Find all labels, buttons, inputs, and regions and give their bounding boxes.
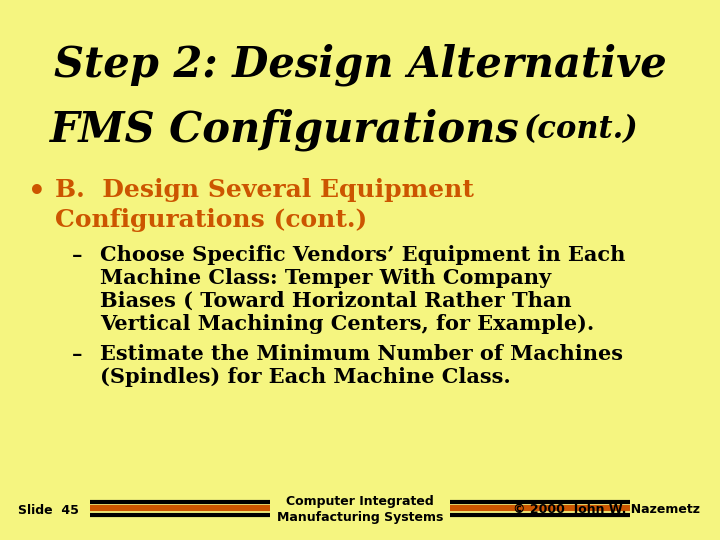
Text: Biases ( Toward Horizontal Rather Than: Biases ( Toward Horizontal Rather Than [100, 291, 572, 311]
Text: Manufacturing Systems: Manufacturing Systems [276, 511, 444, 524]
Text: Slide  45: Slide 45 [18, 503, 79, 516]
Text: © 2000  John W. Nazemetz: © 2000 John W. Nazemetz [513, 503, 700, 516]
Text: FMS Configurations: FMS Configurations [50, 109, 520, 151]
Text: Choose Specific Vendors’ Equipment in Each: Choose Specific Vendors’ Equipment in Ea… [100, 245, 626, 265]
Text: –: – [72, 344, 83, 364]
Text: Computer Integrated: Computer Integrated [286, 496, 434, 509]
Text: Machine Class: Temper With Company: Machine Class: Temper With Company [100, 268, 551, 288]
Text: •: • [28, 179, 46, 206]
Text: Vertical Machining Centers, for Example).: Vertical Machining Centers, for Example)… [100, 314, 594, 334]
Text: Configurations (cont.): Configurations (cont.) [55, 208, 367, 232]
Text: B.  Design Several Equipment: B. Design Several Equipment [55, 178, 474, 202]
Text: (Spindles) for Each Machine Class.: (Spindles) for Each Machine Class. [100, 367, 510, 387]
Text: (cont.): (cont.) [523, 114, 637, 145]
Text: –: – [72, 245, 83, 265]
Text: Estimate the Minimum Number of Machines: Estimate the Minimum Number of Machines [100, 344, 623, 364]
Text: Step 2: Design Alternative: Step 2: Design Alternative [53, 44, 667, 86]
